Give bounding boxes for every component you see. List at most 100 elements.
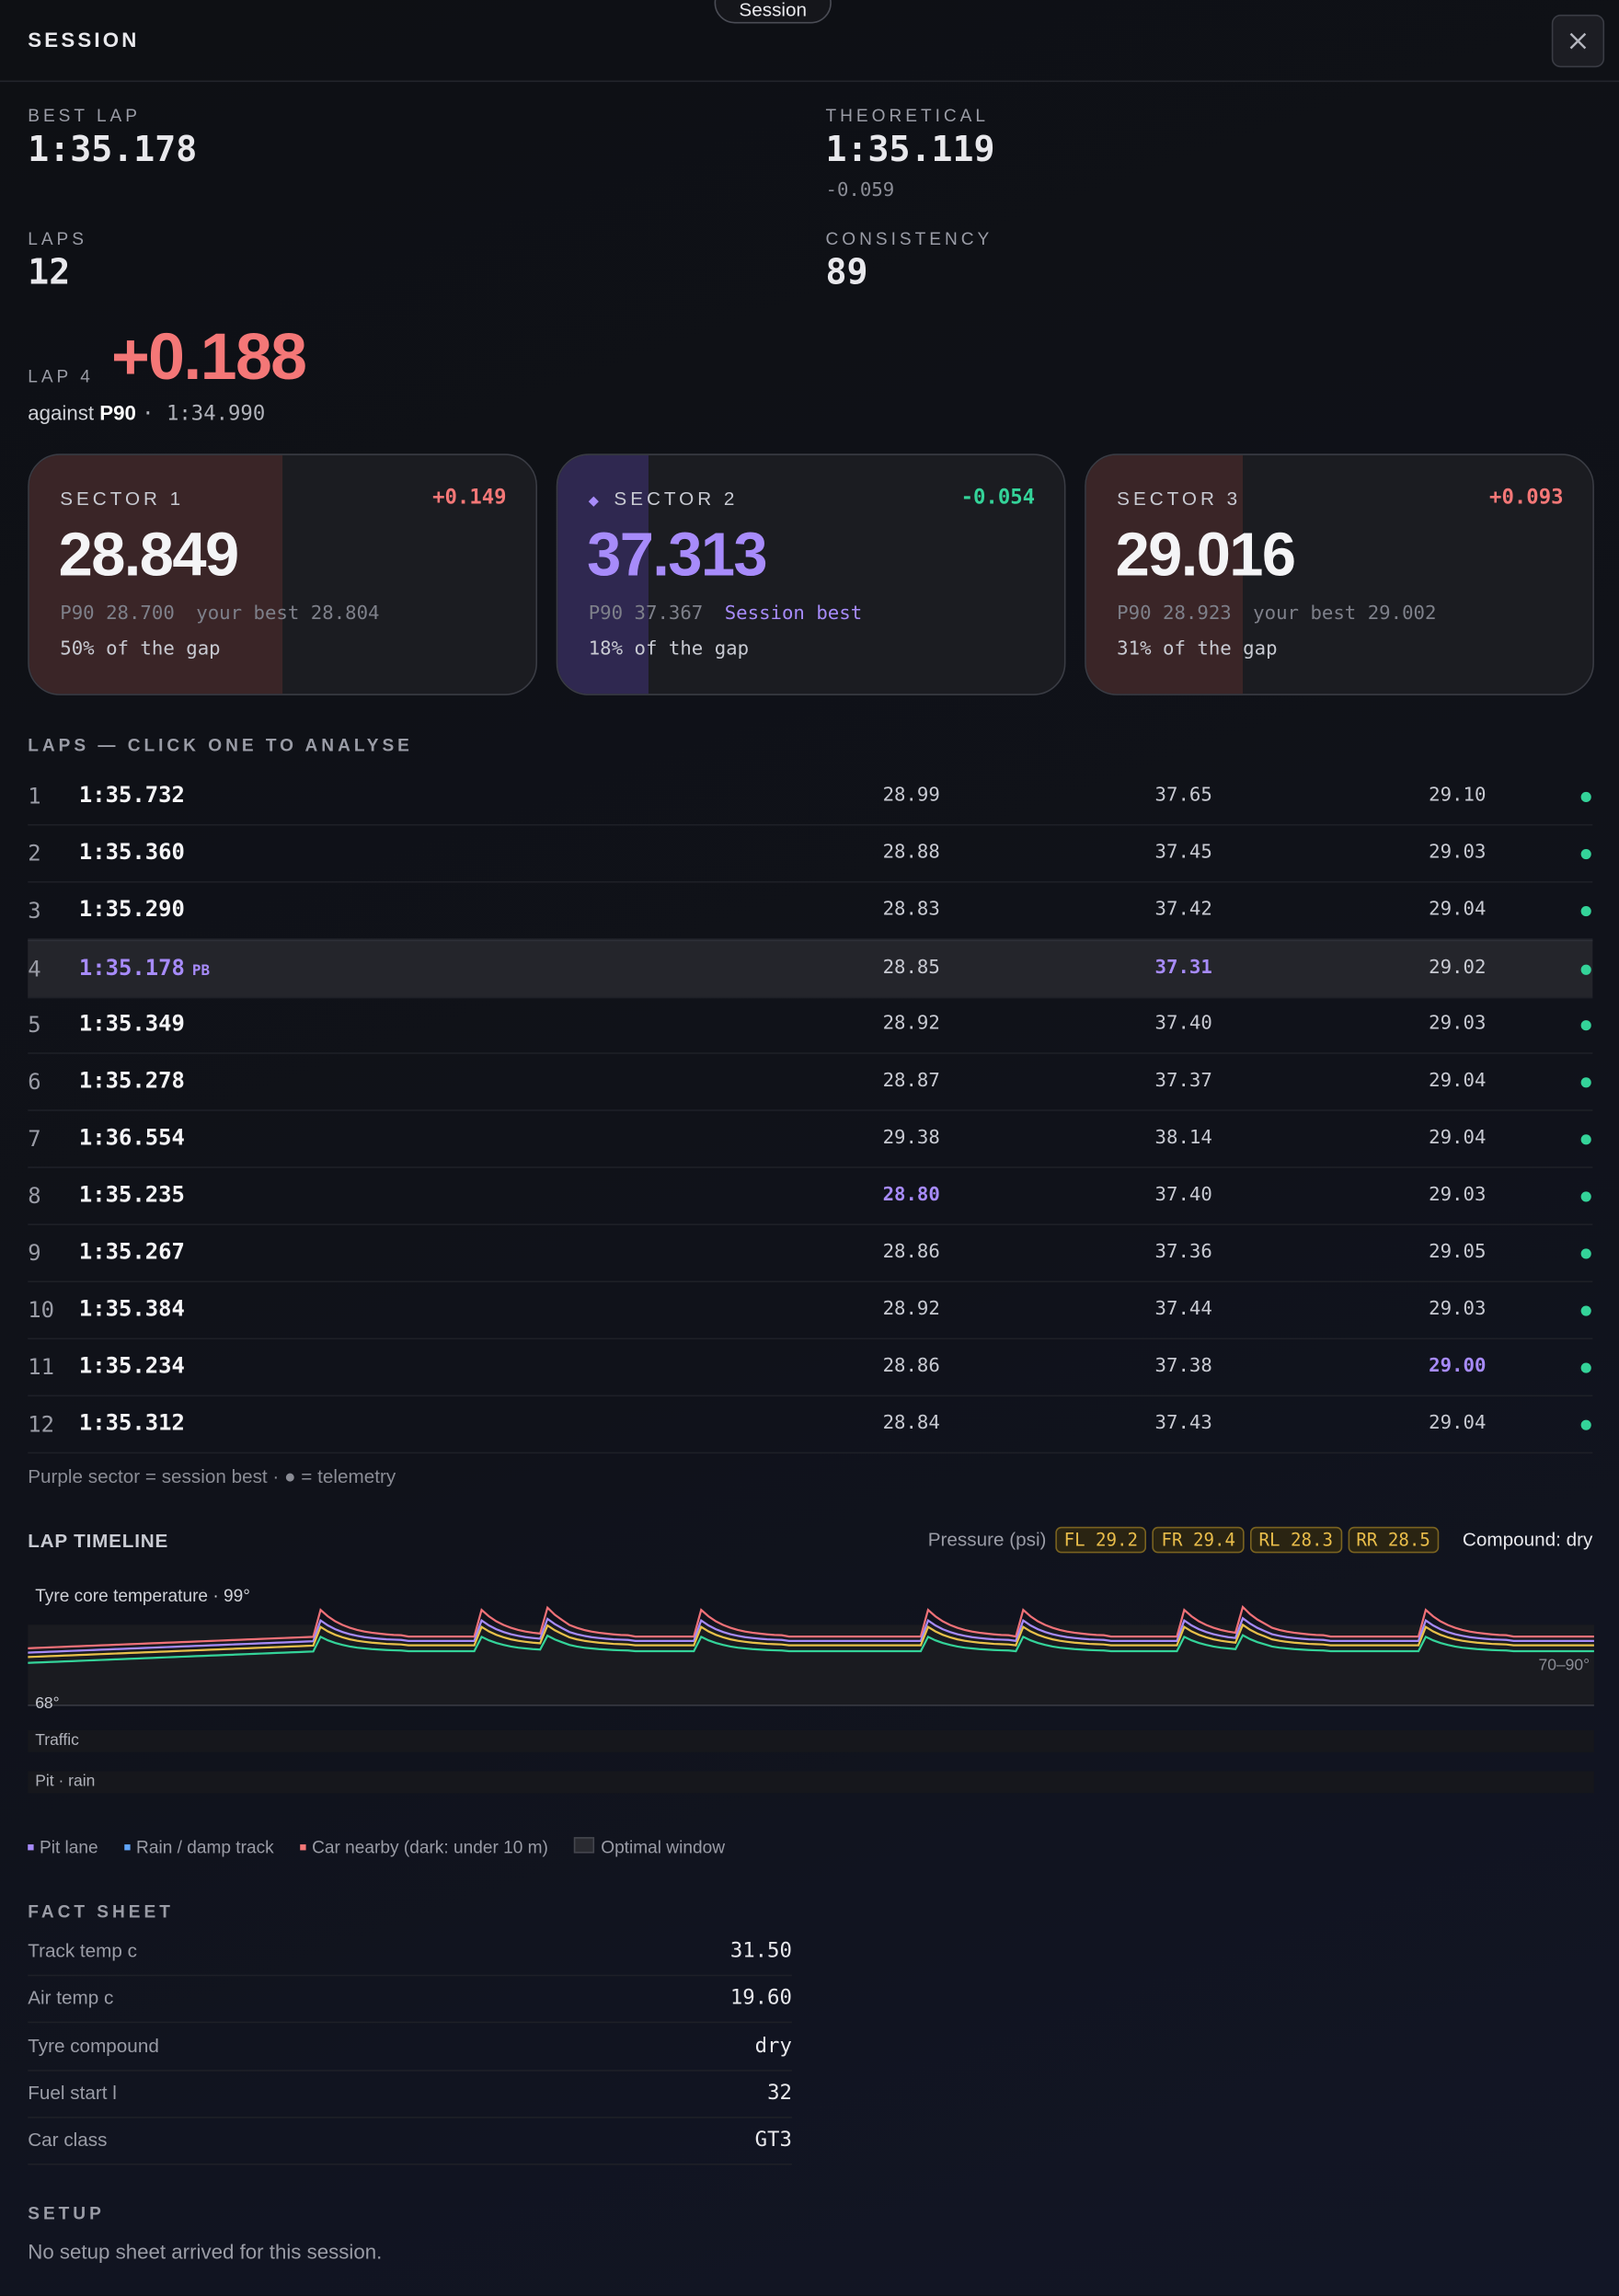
focus-lap: LAP 4 [28, 365, 94, 387]
against-text: against [28, 401, 95, 425]
lap-row[interactable]: 4 1:35.178 PB 28.85 37.31 29.02 [28, 939, 1593, 999]
focus-ref: against P90 · 1:34.990 [28, 401, 265, 426]
lap-time-text: 1:35.384 [78, 1295, 185, 1322]
sector-p90: P90 28.923 [1117, 603, 1232, 626]
pressure-chip: RR 28.5 [1347, 1526, 1440, 1554]
laps-note: Purple sector = session best · ● = telem… [28, 1464, 396, 1487]
lap-time: 1:35.267 [79, 1238, 185, 1265]
lap-row[interactable]: 3 1:35.290 28.83 37.42 29.04 [28, 883, 1593, 940]
sector-cell: 37.45 [1154, 842, 1212, 864]
traffic-track [28, 1729, 1594, 1752]
window-label: 70–90° [1538, 1657, 1590, 1675]
lap-time: 1:35.312 [79, 1409, 185, 1436]
lap-row[interactable]: 12 1:35.312 28.84 37.43 29.04 [28, 1396, 1593, 1454]
sector-cell: 29.00 [1429, 1355, 1487, 1378]
fact-row: Fuel start l 32 [28, 2070, 792, 2118]
summary-label: BEST LAP [28, 105, 141, 126]
telemetry-dot [1580, 906, 1591, 917]
lap-row[interactable]: 9 1:35.267 28.86 37.36 29.05 [28, 1225, 1593, 1282]
legend-item: Optimal window [601, 1837, 726, 1858]
lap-time-text: 1:35.349 [78, 1010, 185, 1037]
sector-cell: 28.88 [882, 842, 940, 864]
sector-cell: 29.03 [1429, 1184, 1487, 1207]
summary-label: CONSISTENCY [825, 228, 993, 249]
sector-cell: 28.87 [882, 1070, 940, 1093]
sector-cell: 29.38 [882, 1127, 940, 1150]
sector-cell: 29.03 [1429, 1298, 1487, 1321]
lap-row[interactable]: 10 1:35.384 28.92 37.44 29.03 [28, 1282, 1593, 1340]
pressure-chip: FR 29.4 [1152, 1526, 1245, 1554]
telemetry-dot [1580, 1134, 1591, 1145]
sector-cell: 37.42 [1154, 899, 1212, 921]
sector-cell: 29.10 [1429, 784, 1487, 807]
summary-value: 12 [28, 251, 71, 293]
lap-number: 12 [28, 1411, 54, 1438]
sector-gap: 31% of the gap [1117, 637, 1278, 660]
lap-row[interactable]: 6 1:35.278 28.87 37.37 29.04 [28, 1054, 1593, 1111]
fact-row: Track temp c 31.50 [28, 1928, 792, 1977]
lap-row[interactable]: 1 1:35.732 28.99 37.65 29.10 [28, 768, 1593, 826]
sector-cell: 28.99 [882, 784, 940, 807]
sector-gap: 18% of the gap [588, 637, 750, 660]
lap-time: 1:35.234 [79, 1352, 185, 1379]
fact-value: 19.60 [729, 1986, 792, 2011]
tab[interactable]: Session [714, 0, 832, 24]
temperature-curve [28, 1616, 1594, 1654]
sector-cell: 28.80 [882, 1184, 940, 1207]
min-label: 68° [35, 1694, 60, 1713]
sector-name: SECTOR 3 [1117, 487, 1242, 510]
lap-row[interactable]: 8 1:35.235 28.80 37.40 29.03 [28, 1168, 1593, 1225]
lap-time-text: 1:35.360 [78, 838, 185, 866]
gap-fill [557, 454, 649, 695]
pressure-chip: FL 29.2 [1055, 1526, 1147, 1554]
sector-cell: 28.84 [882, 1412, 940, 1435]
sector-cell: 29.04 [1429, 1127, 1487, 1150]
close-icon [1569, 32, 1587, 50]
lap-number: 10 [28, 1296, 54, 1324]
sector-delta: +0.149 [432, 486, 507, 510]
setup-text: No setup sheet arrived for this session. [28, 2239, 383, 2264]
sector-cell: 29.02 [1429, 957, 1487, 980]
lap-time: 1:35.384 [79, 1295, 185, 1322]
close-button[interactable] [1551, 14, 1605, 68]
sector-delta: -0.054 [960, 486, 1036, 510]
telemetry-dot [1580, 791, 1591, 803]
fact-value: dry [754, 2034, 792, 2058]
telemetry-dot [1580, 1191, 1591, 1202]
gap-fill [29, 454, 283, 695]
sector-cell: 37.40 [1154, 1013, 1212, 1036]
sector-card: SECTOR 1 +0.149 28.849 P90 28.700 your best … [28, 453, 538, 695]
sector-time: 29.016 [1115, 519, 1296, 589]
sector-delta: +0.093 [1489, 486, 1564, 510]
fact-value: 31.50 [729, 1939, 792, 1963]
lap-row[interactable]: 2 1:35.360 28.88 37.45 29.03 [28, 826, 1593, 883]
lap-row[interactable]: 11 1:35.234 28.86 37.38 29.00 [28, 1339, 1593, 1397]
sector-cell: 37.44 [1154, 1298, 1212, 1321]
sector-cell: 29.03 [1429, 842, 1487, 864]
lap-time-text: 1:35.267 [78, 1238, 185, 1265]
sector-cell: 37.65 [1154, 784, 1212, 807]
compound: Compound: dry [1462, 1528, 1593, 1551]
sector-label: ◆ SECTOR 2 [589, 488, 739, 510]
lap-time-text: 1:35.732 [78, 781, 185, 809]
summary-value: 1:35.178 [28, 129, 198, 170]
facts-title: FACT SHEET [28, 1901, 174, 1923]
sector-label: SECTOR 3 [1117, 488, 1241, 510]
track-label: Pit · rain [35, 1773, 96, 1791]
lap-row[interactable]: 5 1:35.349 28.92 37.40 29.03 [28, 997, 1593, 1054]
sector-marker: ◆ [588, 493, 603, 509]
summary-label: THEORETICAL [825, 105, 989, 126]
sector-cell: 37.37 [1154, 1070, 1212, 1093]
sector-cell: 29.04 [1429, 1070, 1487, 1093]
lap-row[interactable]: 7 1:36.554 29.38 38.14 29.04 [28, 1111, 1593, 1168]
lap-time-text: 1:35.312 [78, 1409, 185, 1437]
summary-sub: -0.059 [825, 179, 895, 202]
lap-time: 1:36.554 [79, 1124, 185, 1151]
lap-time-text: 1:35.235 [78, 1181, 185, 1208]
sector-cell: 37.43 [1154, 1412, 1212, 1435]
fact-value: 32 [767, 2081, 792, 2106]
telemetry-dot [1580, 1362, 1591, 1373]
legend-swatch [124, 1844, 131, 1851]
sector-cell: 37.40 [1154, 1184, 1212, 1207]
